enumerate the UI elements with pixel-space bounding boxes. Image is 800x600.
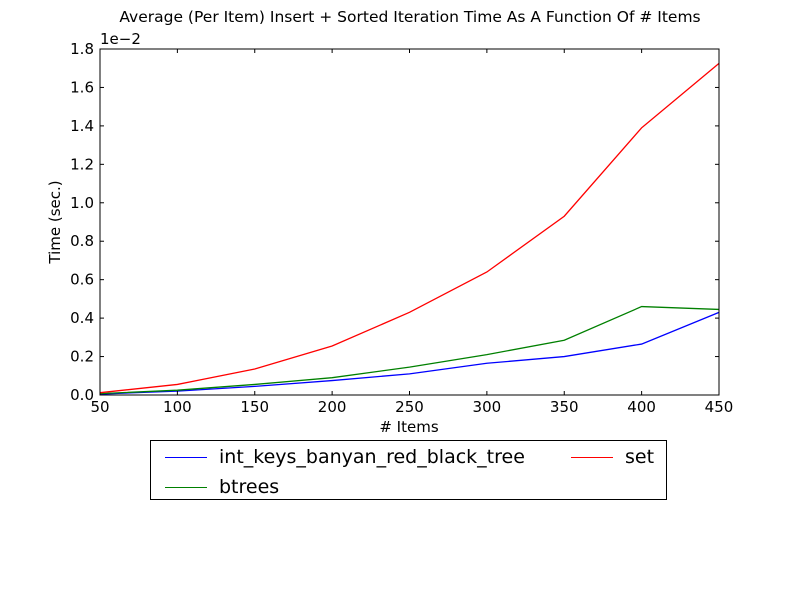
- legend-entry-series-3: set: [571, 446, 654, 468]
- plot-frame: [99, 48, 720, 396]
- chart-title: Average (Per Item) Insert + Sorted Itera…: [119, 8, 700, 26]
- x-tick-label: 250: [395, 398, 424, 416]
- x-tick-label: 100: [163, 398, 192, 416]
- series-line-1: [99, 311, 720, 395]
- y-tick-label: 1.8: [70, 40, 94, 58]
- axis-layer: 50 100 150 200 250 300 350 400 450 0.0 0.2 0.4 0.6 0.…: [70, 40, 733, 416]
- y-axis-multiplier: 1e−2: [100, 30, 141, 48]
- y-tick-label: 0.6: [70, 271, 94, 289]
- legend-label-series-2: btrees: [219, 476, 280, 498]
- series-line-3: [99, 62, 720, 394]
- y-tick-label: 1.6: [70, 78, 94, 96]
- legend: int_keys_banyan_red_black_tree btrees se…: [150, 440, 667, 500]
- x-tick-label: 450: [705, 398, 734, 416]
- legend-swatch-series-3: [571, 456, 613, 458]
- y-tick-label: 1.0: [70, 194, 94, 212]
- series-layer: [99, 62, 720, 395]
- legend-swatch-series-1: [165, 456, 207, 458]
- x-tick-label: 400: [627, 398, 656, 416]
- x-axis-label: # Items: [379, 418, 438, 436]
- y-axis-label: Time (sec.): [46, 180, 64, 264]
- x-tick-label: 200: [318, 398, 347, 416]
- x-tick-label: 300: [473, 398, 502, 416]
- x-tick-label: 150: [240, 398, 269, 416]
- y-tick-label: 0.0: [70, 386, 94, 404]
- legend-label-series-3: set: [625, 446, 655, 468]
- legend-label-series-1: int_keys_banyan_red_black_tree: [219, 446, 525, 468]
- series-line-2: [99, 305, 720, 395]
- x-tick-label: 350: [550, 398, 579, 416]
- y-tick-label: 0.8: [70, 232, 94, 250]
- x-tick-label: 50: [90, 398, 109, 416]
- legend-swatch-series-2: [165, 486, 207, 488]
- legend-entry-series-1: int_keys_banyan_red_black_tree: [165, 446, 525, 468]
- y-tick-label: 0.4: [70, 309, 94, 327]
- y-tick-label: 0.2: [70, 348, 94, 366]
- y-tick-label: 1.2: [70, 155, 94, 173]
- legend-entry-series-2: btrees: [165, 476, 279, 498]
- y-tick-label: 1.4: [70, 117, 94, 135]
